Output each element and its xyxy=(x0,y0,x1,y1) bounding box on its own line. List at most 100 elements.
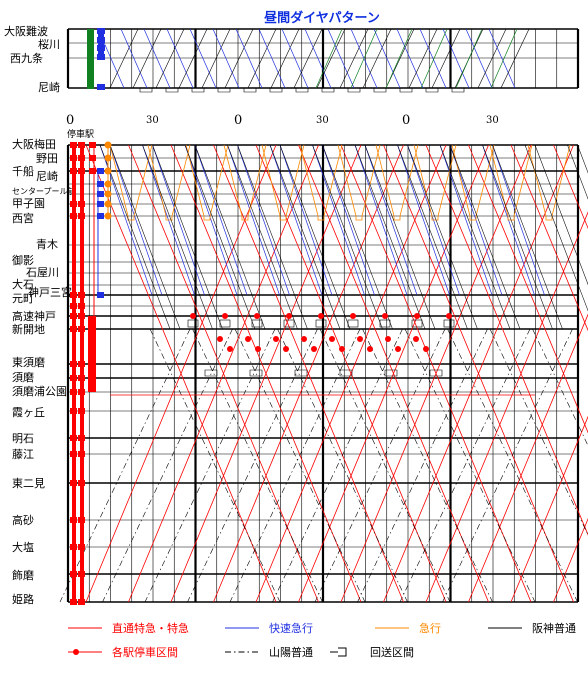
limited-express-line xyxy=(553,517,588,603)
top-station-label: 西九条 xyxy=(10,51,43,65)
sanyo-local-line xyxy=(489,328,588,536)
limited-express-stop-marker xyxy=(70,213,77,219)
limited-express-line xyxy=(510,144,588,332)
sanyo-local-line xyxy=(532,328,588,447)
express-turnback xyxy=(165,216,173,221)
stop-stations-label: 停車駅 xyxy=(67,128,94,140)
limited-express-stop-marker xyxy=(78,451,85,457)
hanshin-local-line xyxy=(269,144,341,330)
deadhead-symbol xyxy=(269,88,283,93)
namba-green-bar xyxy=(87,29,94,89)
limited-express-stop-marker xyxy=(78,517,85,523)
local-section-dot xyxy=(339,346,345,352)
rapid-express-line xyxy=(189,28,217,89)
rapid-express-line xyxy=(322,144,375,296)
sanyo-local-line xyxy=(229,328,361,603)
rapid-express-line xyxy=(279,144,333,296)
time-tick: 30 xyxy=(146,115,159,126)
rapid-express-line xyxy=(442,28,470,89)
rapid-express-stop-marker xyxy=(97,292,104,298)
namba-blue-bar xyxy=(98,29,104,59)
limited-express-stop-marker xyxy=(70,389,77,395)
express-line xyxy=(171,144,191,217)
sanyo-local-line xyxy=(272,328,403,603)
local-line xyxy=(155,28,185,89)
top-panel-trains xyxy=(97,28,530,93)
rapid-express-line xyxy=(492,144,545,296)
hanshin-local-line xyxy=(364,144,436,330)
legend-label: 山陽普通 xyxy=(269,645,313,659)
limited-express-stop-marker xyxy=(70,292,77,298)
station-label: 明石 xyxy=(12,432,34,445)
express-turnback xyxy=(203,216,211,221)
hanshin-local-line xyxy=(492,144,563,330)
deadhead-symbol xyxy=(399,88,413,93)
namba-line-green xyxy=(420,28,448,89)
local-section-dot xyxy=(318,313,324,319)
express-turnback xyxy=(393,216,401,221)
station-label: 須磨浦公園 xyxy=(12,385,67,398)
local-line xyxy=(316,28,346,89)
express-line xyxy=(223,144,243,217)
station-label: センタープール前 xyxy=(12,186,76,196)
hanshin-local-line xyxy=(312,144,383,330)
limited-express-line xyxy=(468,313,588,603)
rapid-express-line xyxy=(166,28,194,89)
limited-express-stop-marker xyxy=(70,201,77,207)
station-label: 青木 xyxy=(36,238,58,251)
rapid-express-line xyxy=(281,28,309,89)
limited-express-stop-marker xyxy=(70,155,77,161)
namba-line-green xyxy=(385,28,413,89)
limited-express-stop-marker xyxy=(89,168,96,174)
express-line xyxy=(361,144,381,217)
local-line xyxy=(500,28,530,89)
express-turnback xyxy=(127,216,135,221)
rapid-express-line xyxy=(152,144,205,296)
station-label: 御影 xyxy=(12,253,34,267)
deadhead-symbol xyxy=(347,88,361,93)
top-panel-grid xyxy=(66,28,580,90)
limited-express-line xyxy=(298,144,489,603)
limited-express-stop-marker xyxy=(70,599,77,605)
local-line xyxy=(362,28,392,89)
sanyo-local-line xyxy=(314,328,446,603)
local-section-dot xyxy=(255,346,261,352)
station-label: 大塩 xyxy=(12,540,34,554)
time-tick: 30 xyxy=(316,115,329,126)
hanshin-local-line xyxy=(279,144,351,330)
sanyo-local-line xyxy=(102,328,233,603)
hanshin-local-line xyxy=(407,144,478,330)
deadhead-symbol xyxy=(379,319,391,328)
rapid-express-line xyxy=(235,28,263,89)
deadhead-symbol xyxy=(384,369,398,377)
deadhead-symbol xyxy=(204,369,218,377)
hanshin-local-line xyxy=(449,144,521,330)
deadhead-symbol xyxy=(243,88,257,93)
local-line xyxy=(247,28,277,89)
station-label: 千船 xyxy=(12,164,34,178)
station-label: 飾磨 xyxy=(12,569,34,582)
limited-express-stop-marker xyxy=(78,155,85,161)
sanyo-local-line xyxy=(362,328,493,603)
express-line xyxy=(475,144,495,217)
express-line xyxy=(285,144,305,217)
local-section-dot xyxy=(385,336,391,342)
rapid-express-line xyxy=(184,144,238,296)
limited-express-stop-marker xyxy=(78,435,85,441)
local-section-dot xyxy=(413,336,419,342)
hanshin-local-line xyxy=(567,144,588,200)
express-stop-marker xyxy=(104,212,112,220)
rapid-express-stop-marker xyxy=(97,168,104,174)
express-turnback xyxy=(241,216,249,221)
rapid-express-line xyxy=(312,144,365,296)
limited-express-stop-marker xyxy=(78,142,85,148)
express-line xyxy=(437,144,457,217)
station-label: 大阪梅田 xyxy=(12,137,56,151)
deadhead-symbol xyxy=(443,319,455,328)
deadhead-symbol xyxy=(294,369,308,377)
top-panel-station-labels: 大阪難波 桜川 西九条 尼崎 xyxy=(4,24,60,94)
deadhead-symbol xyxy=(187,319,199,328)
station-label: 霞ヶ丘 xyxy=(12,406,45,419)
limited-express-stop-marker xyxy=(89,142,96,148)
